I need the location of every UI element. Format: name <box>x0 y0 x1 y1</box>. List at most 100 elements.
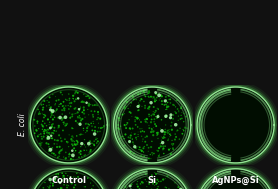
Point <box>126 136 131 139</box>
Point <box>60 187 64 189</box>
Point <box>128 127 133 130</box>
Point <box>168 135 172 138</box>
Point <box>174 135 178 138</box>
Point <box>48 184 52 187</box>
Point <box>58 149 63 152</box>
Point <box>146 176 150 179</box>
Point <box>50 137 54 140</box>
Point <box>88 140 92 143</box>
Point <box>77 116 81 119</box>
Point <box>64 172 68 175</box>
Point <box>78 133 83 136</box>
Point <box>135 125 140 129</box>
Point <box>159 180 163 183</box>
Point <box>168 147 173 150</box>
Point <box>92 143 96 146</box>
Point <box>80 117 85 120</box>
Point <box>153 98 157 101</box>
Point <box>55 146 59 149</box>
Point <box>160 103 164 106</box>
Point <box>116 127 120 130</box>
Point <box>142 90 146 93</box>
Point <box>41 130 46 133</box>
Point <box>50 123 54 126</box>
Point <box>63 124 68 127</box>
Point <box>78 107 82 110</box>
Point <box>160 129 164 132</box>
Point <box>155 149 159 152</box>
Point <box>40 128 45 131</box>
Point <box>48 133 52 136</box>
Point <box>50 112 54 115</box>
Point <box>155 107 159 110</box>
Point <box>133 120 137 123</box>
Point <box>92 140 96 143</box>
Point <box>95 104 99 107</box>
Point <box>86 104 91 107</box>
Point <box>117 128 121 131</box>
Point <box>153 115 158 118</box>
Point <box>85 127 89 130</box>
Point <box>161 178 165 181</box>
Point <box>145 118 149 121</box>
Point <box>61 121 66 124</box>
Point <box>134 138 139 141</box>
Point <box>141 181 145 184</box>
Point <box>153 180 158 184</box>
Point <box>171 142 176 145</box>
Point <box>39 141 44 144</box>
Point <box>149 118 154 121</box>
Point <box>138 182 143 185</box>
Point <box>33 132 37 135</box>
Point <box>59 102 63 105</box>
Point <box>125 105 129 108</box>
Point <box>77 151 81 154</box>
Point <box>185 127 189 130</box>
Point <box>138 91 143 94</box>
Point <box>55 143 59 146</box>
Point <box>75 115 80 119</box>
Point <box>96 110 100 113</box>
Point <box>161 148 165 151</box>
Point <box>66 104 70 107</box>
Point <box>170 143 174 146</box>
Point <box>138 92 143 95</box>
Point <box>72 186 76 189</box>
Point <box>174 130 179 133</box>
Point <box>160 145 164 148</box>
Point <box>70 139 75 143</box>
Point <box>148 153 153 156</box>
Point <box>59 149 63 152</box>
Point <box>67 108 71 111</box>
Point <box>61 117 65 120</box>
Point <box>149 114 154 117</box>
Point <box>47 96 52 99</box>
Point <box>35 122 40 125</box>
Point <box>170 128 174 131</box>
Point <box>90 142 94 145</box>
Point <box>68 105 73 108</box>
Point <box>79 119 83 122</box>
Point <box>173 110 177 113</box>
Point <box>67 155 71 158</box>
Point <box>81 149 86 152</box>
Point <box>150 174 154 177</box>
Point <box>63 157 68 160</box>
Point <box>158 145 163 148</box>
Point <box>43 181 47 184</box>
Point <box>94 138 98 141</box>
Point <box>147 106 151 109</box>
Point <box>69 138 74 141</box>
Point <box>45 99 49 102</box>
Text: AgNPs@Si: AgNPs@Si <box>212 176 259 185</box>
Point <box>57 126 61 129</box>
Point <box>147 181 152 184</box>
Point <box>164 98 169 101</box>
Point <box>53 95 58 98</box>
Point <box>75 96 79 99</box>
Point <box>168 133 172 136</box>
Point <box>122 107 126 110</box>
Point <box>81 127 86 130</box>
Point <box>74 98 78 101</box>
Point <box>128 142 132 145</box>
